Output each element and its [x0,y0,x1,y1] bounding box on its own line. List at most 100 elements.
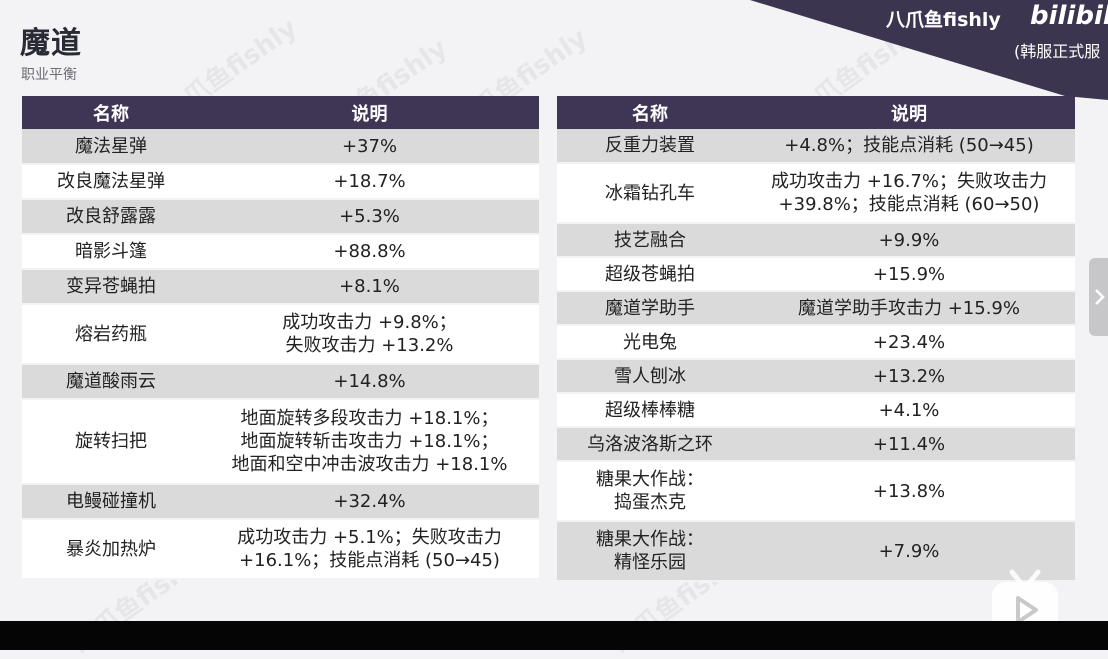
table-header-row: 名称 说明 [22,96,539,129]
row-name-line: 技艺融合 [614,229,686,251]
row-description-line: +4.1% [878,399,940,421]
row-description-line: +5.3% [339,206,400,227]
row-name-line: 光电兔 [623,331,677,353]
row-description: 成功攻击力 +5.1%；失败攻击力 +16.1%；技能点消耗 (50→45) [200,519,539,580]
row-name-line: 魔道学助手 [605,297,695,319]
table-row: 改良魔法星弹 +18.7% [22,164,539,200]
row-name: 超级苍蝇拍 [557,257,743,292]
row-name-line: 改良舒露露 [66,206,156,227]
row-name: 暴炎加热炉 [22,519,200,580]
side-expand-tab[interactable] [1089,258,1108,336]
table-row: 暴炎加热炉 成功攻击力 +5.1%；失败攻击力 +16.1%；技能点消耗 (50→4… [22,519,539,580]
row-name-line: 电鳗碰撞机 [66,491,156,512]
row-description: +37% [200,129,539,165]
table-row: 反重力装置 +4.8%；技能点消耗 (50→45) [557,129,1075,164]
row-description-line: +39.8%；技能点消耗 (60→50) [778,194,1040,215]
row-name: 光电兔 [557,325,743,360]
table-row: 暗影斗篷 +88.8% [22,234,539,270]
row-name: 雪人刨冰 [557,359,743,394]
row-name-line: 魔道酸雨云 [66,371,156,392]
row-name: 超级棒棒糖 [557,393,743,428]
banner-author: 八爪鱼fishly [886,9,1001,31]
table-row: 超级苍蝇拍 +15.9% [557,257,1075,292]
table-row: 变异苍蝇拍 +8.1% [22,269,539,305]
row-name-line: 变异苍蝇拍 [66,276,156,297]
right-table: 名称 说明 反重力装置 +4.8%；技能点消耗 (50→45) 冰霜钻孔车 成功攻击力… [557,96,1075,582]
row-description-line: +88.8% [333,241,406,262]
table-row: 乌洛波洛斯之环 +11.4% [557,427,1075,462]
row-name-line: 熔岩药瓶 [75,323,147,345]
table-row: 熔岩药瓶 成功攻击力 +9.8%； 失败攻击力 +13.2% [22,304,539,365]
row-description-line: +4.8%；技能点消耗 (50→45) [784,135,1034,156]
column-header-desc: 说明 [200,96,539,129]
row-name: 旋转扫把 [22,399,200,485]
row-description-line: 地面旋转斩击攻击力 +18.1%； [240,431,499,452]
row-description: +32.4% [200,484,539,520]
row-description: +13.2% [743,359,1075,394]
banner-server: (韩服正式服 [1014,42,1101,61]
row-description: 魔道学助手攻击力 +15.9% [743,291,1075,326]
row-name-line: 超级棒棒糖 [605,399,695,421]
table-row: 魔道学助手 魔道学助手攻击力 +15.9% [557,291,1075,326]
left-table: 名称 说明 魔法星弹 +37% 改良魔法星弹 +18.7% 改良舒露露 +5.3% 暗影斗篷… [22,96,539,580]
row-description: +23.4% [743,325,1075,360]
row-name: 反重力装置 [557,129,743,164]
row-description-line: +37% [341,135,398,157]
top-right-banner: 八爪鱼fishly bilibili (韩服正式服 [0,0,1108,100]
table-row: 光电兔 +23.4% [557,325,1075,360]
row-description: +4.8%；技能点消耗 (50→45) [743,129,1075,164]
row-name-line: 雪人刨冰 [614,365,686,387]
table-header-row: 名称 说明 [557,96,1075,129]
column-header-name: 名称 [557,96,743,129]
column-header-desc: 说明 [743,96,1075,129]
chevron-right-icon [1094,289,1105,305]
row-name: 改良舒露露 [22,199,200,235]
row-description-line: +13.8% [872,480,946,502]
row-name: 改良魔法星弹 [22,164,200,200]
table-row: 魔法星弹 +37% [22,129,539,165]
row-name: 魔法星弹 [22,129,200,165]
column-header-name: 名称 [22,96,200,129]
row-description-line: 成功攻击力 +9.8%； [282,312,457,333]
row-description-line: 魔道学助手攻击力 +15.9% [798,297,1020,319]
row-description: 成功攻击力 +9.8%； 失败攻击力 +13.2% [200,304,539,365]
row-description: +15.9% [743,257,1075,292]
row-name-line: 捣蛋杰克 [614,492,686,513]
row-description-line: +8.1% [339,276,400,297]
row-name-line: 糖果大作战： [596,469,704,490]
row-name-line: 冰霜钻孔车 [605,182,695,204]
row-description: +7.9% [743,521,1075,582]
row-description-line: +32.4% [333,491,406,512]
row-name: 电鳗碰撞机 [22,484,200,520]
row-description: +13.8% [743,461,1075,522]
row-description-line: +14.8% [333,371,406,392]
row-description: 地面旋转多段攻击力 +18.1%； 地面旋转斩击攻击力 +18.1%； 地面和空中冲… [200,399,539,485]
row-name-line: 魔法星弹 [75,135,147,157]
row-description-line: 地面和空中冲击波攻击力 +18.1% [231,454,508,475]
row-description: +18.7% [200,164,539,200]
row-description-line: +16.1%；技能点消耗 (50→45) [239,550,500,571]
row-name-line: 精怪乐园 [614,552,686,573]
table-row: 改良舒露露 +5.3% [22,199,539,235]
table-row: 冰霜钻孔车 成功攻击力 +16.7%；失败攻击力 +39.8%；技能点消耗 (60→… [557,163,1075,224]
row-name-line: 暗影斗篷 [75,241,147,262]
row-name-line: 改良魔法星弹 [57,171,165,192]
row-description: +5.3% [200,199,539,235]
row-description-line: 成功攻击力 +16.7%；失败攻击力 [771,171,1047,192]
row-description-line: +9.9% [878,229,940,251]
row-name: 技艺融合 [557,223,743,258]
row-name-line: 超级苍蝇拍 [605,263,695,285]
row-name: 糖果大作战： 捣蛋杰克 [557,461,743,522]
row-name: 冰霜钻孔车 [557,163,743,224]
table-row: 技艺融合 +9.9% [557,223,1075,258]
row-description: +9.9% [743,223,1075,258]
table-row: 魔道酸雨云 +14.8% [22,364,539,400]
table-row: 糖果大作战： 捣蛋杰克 +13.8% [557,461,1075,522]
row-name: 糖果大作战： 精怪乐园 [557,521,743,582]
table-row: 糖果大作战： 精怪乐园 +7.9% [557,521,1075,582]
page-subtitle: 职业平衡 [21,67,77,83]
row-name: 魔道学助手 [557,291,743,326]
row-description: +88.8% [200,234,539,270]
table-row: 超级棒棒糖 +4.1% [557,393,1075,428]
row-name-line: 旋转扫把 [75,431,147,452]
